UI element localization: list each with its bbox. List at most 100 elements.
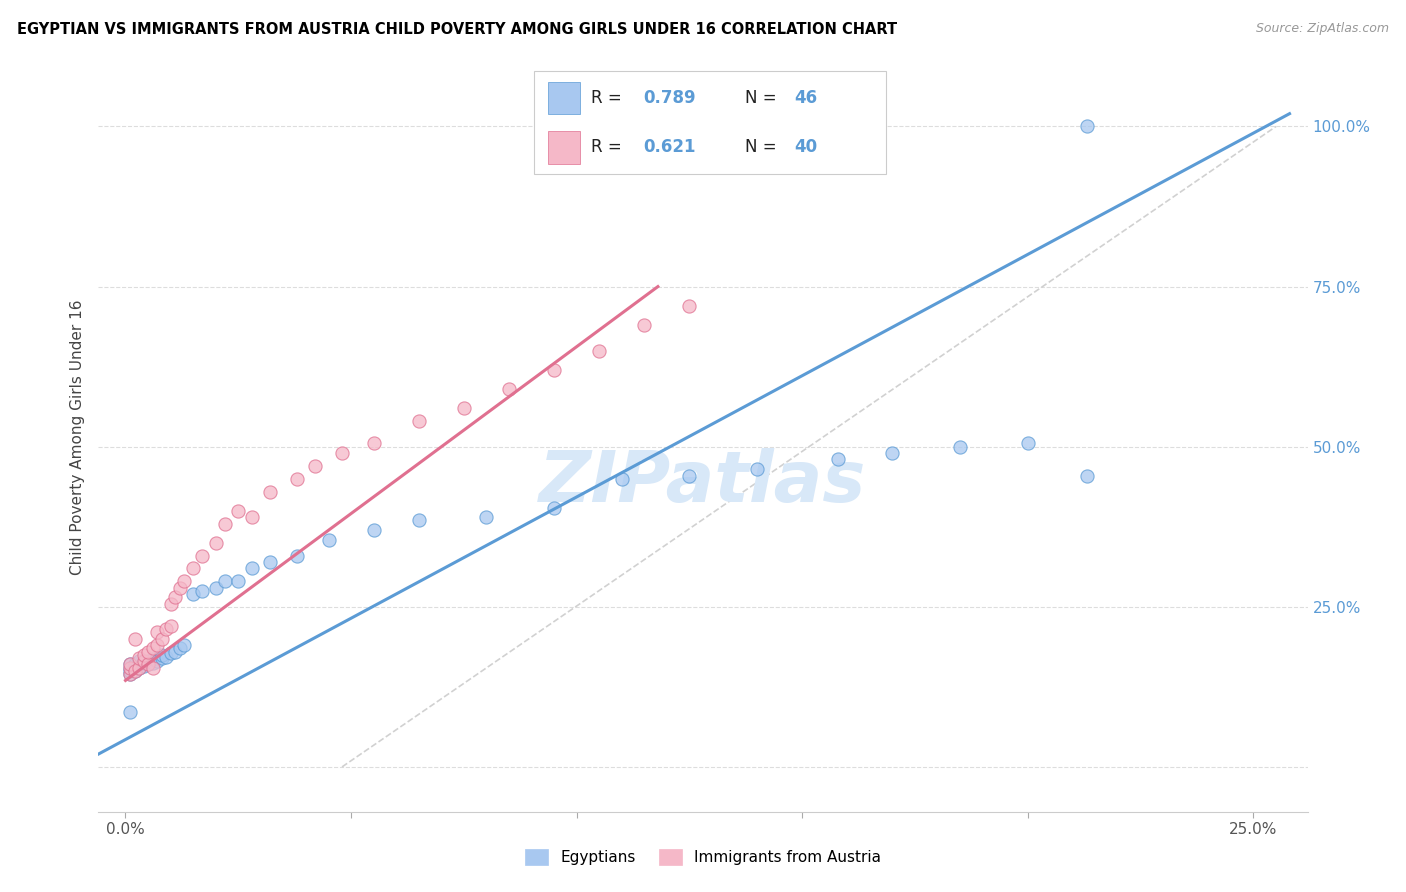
Point bbox=[142, 641, 165, 656]
Point bbox=[259, 555, 281, 569]
Point bbox=[118, 664, 141, 678]
Point bbox=[204, 581, 226, 595]
Point bbox=[610, 472, 633, 486]
Point bbox=[747, 462, 769, 476]
Text: ZIPatlas: ZIPatlas bbox=[540, 448, 866, 516]
Point bbox=[173, 574, 195, 589]
Point bbox=[827, 452, 849, 467]
Point bbox=[128, 660, 150, 674]
Point bbox=[118, 660, 141, 674]
Point bbox=[363, 523, 385, 537]
Point bbox=[882, 446, 904, 460]
Point bbox=[191, 549, 214, 563]
Point bbox=[588, 343, 610, 358]
Point bbox=[124, 664, 146, 678]
Point bbox=[408, 513, 430, 527]
Point bbox=[949, 440, 972, 454]
Point bbox=[1076, 120, 1098, 134]
Point bbox=[304, 458, 326, 473]
Point bbox=[155, 622, 177, 636]
Point bbox=[124, 664, 146, 678]
Point bbox=[240, 561, 263, 575]
Point bbox=[453, 401, 475, 416]
Point bbox=[678, 299, 700, 313]
Point bbox=[204, 535, 226, 549]
Point bbox=[475, 510, 498, 524]
Point bbox=[118, 667, 141, 681]
FancyBboxPatch shape bbox=[548, 131, 581, 163]
Point bbox=[142, 656, 165, 670]
Point bbox=[150, 632, 173, 646]
Point bbox=[132, 654, 155, 668]
Point bbox=[124, 660, 146, 674]
Text: 0.621: 0.621 bbox=[644, 138, 696, 156]
Point bbox=[118, 667, 141, 681]
Point bbox=[146, 654, 169, 668]
Point bbox=[543, 363, 565, 377]
Point bbox=[191, 583, 214, 598]
Point bbox=[132, 656, 155, 670]
Point bbox=[543, 500, 565, 515]
Point bbox=[165, 590, 187, 604]
Legend: Egyptians, Immigrants from Austria: Egyptians, Immigrants from Austria bbox=[519, 843, 887, 871]
Point bbox=[181, 561, 204, 575]
Point bbox=[128, 660, 150, 674]
Point bbox=[330, 446, 353, 460]
Point bbox=[150, 651, 173, 665]
Point bbox=[181, 587, 204, 601]
Point bbox=[128, 654, 150, 668]
Point bbox=[1076, 468, 1098, 483]
Point bbox=[128, 651, 150, 665]
Point bbox=[498, 382, 520, 396]
Text: R =: R = bbox=[591, 89, 627, 107]
Point bbox=[118, 660, 141, 674]
Point bbox=[226, 504, 249, 518]
Point bbox=[173, 638, 195, 652]
Point bbox=[226, 574, 249, 589]
Point bbox=[285, 549, 308, 563]
Point bbox=[142, 660, 165, 674]
Point bbox=[214, 574, 236, 589]
Text: 40: 40 bbox=[794, 138, 817, 156]
Point bbox=[124, 632, 146, 646]
Text: 46: 46 bbox=[794, 89, 817, 107]
Point bbox=[214, 516, 236, 531]
Point bbox=[132, 648, 155, 662]
FancyBboxPatch shape bbox=[548, 82, 581, 114]
Point bbox=[124, 657, 146, 672]
Point bbox=[240, 510, 263, 524]
Point bbox=[136, 645, 159, 659]
Point bbox=[146, 625, 169, 640]
Point bbox=[165, 645, 187, 659]
Text: EGYPTIAN VS IMMIGRANTS FROM AUSTRIA CHILD POVERTY AMONG GIRLS UNDER 16 CORRELATI: EGYPTIAN VS IMMIGRANTS FROM AUSTRIA CHIL… bbox=[17, 22, 897, 37]
Point bbox=[118, 706, 141, 720]
Text: N =: N = bbox=[745, 138, 782, 156]
Point bbox=[136, 657, 159, 672]
Text: N =: N = bbox=[745, 89, 782, 107]
Point bbox=[1017, 436, 1039, 450]
Y-axis label: Child Poverty Among Girls Under 16: Child Poverty Among Girls Under 16 bbox=[69, 300, 84, 574]
Point bbox=[169, 641, 191, 656]
Point bbox=[159, 619, 181, 633]
Text: Source: ZipAtlas.com: Source: ZipAtlas.com bbox=[1256, 22, 1389, 36]
Point bbox=[159, 646, 181, 660]
Point bbox=[363, 436, 385, 450]
Text: R =: R = bbox=[591, 138, 627, 156]
Point bbox=[678, 468, 700, 483]
Point bbox=[118, 657, 141, 672]
Point bbox=[259, 484, 281, 499]
Point bbox=[285, 472, 308, 486]
Point bbox=[408, 414, 430, 428]
Point bbox=[150, 648, 173, 662]
Point bbox=[132, 658, 155, 673]
Point bbox=[318, 533, 340, 547]
Point bbox=[169, 581, 191, 595]
Point bbox=[142, 652, 165, 666]
Point bbox=[146, 638, 169, 652]
Point bbox=[155, 649, 177, 664]
Point bbox=[136, 657, 159, 672]
Point bbox=[633, 318, 655, 332]
Point bbox=[136, 654, 159, 668]
Text: 0.789: 0.789 bbox=[644, 89, 696, 107]
FancyBboxPatch shape bbox=[534, 71, 886, 174]
